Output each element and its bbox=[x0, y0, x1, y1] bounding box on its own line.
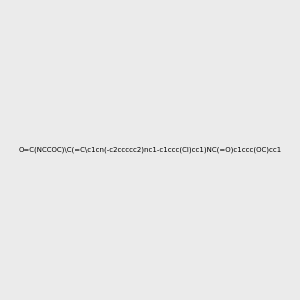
Text: O=C(NCCOC)\C(=C\c1cn(-c2ccccc2)nc1-c1ccc(Cl)cc1)NC(=O)c1ccc(OC)cc1: O=C(NCCOC)\C(=C\c1cn(-c2ccccc2)nc1-c1ccc… bbox=[18, 147, 282, 153]
